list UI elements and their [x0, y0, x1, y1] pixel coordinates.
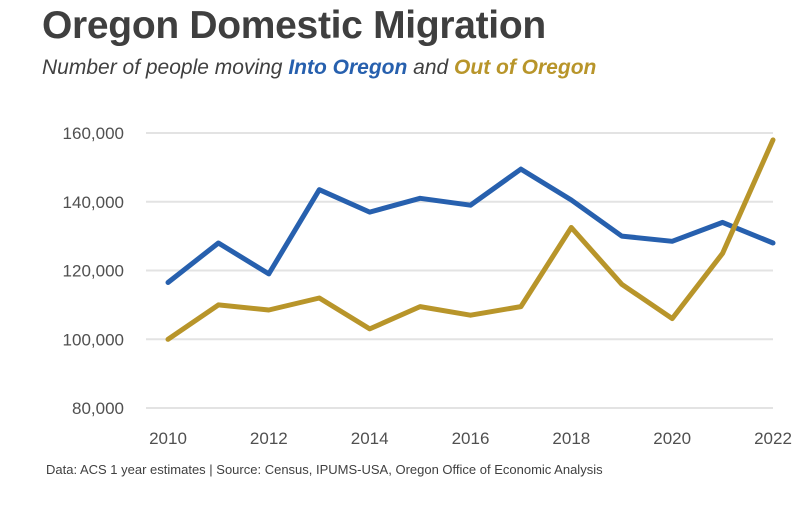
y-tick-label: 120,000 [63, 262, 124, 281]
y-tick-label: 140,000 [63, 193, 124, 212]
x-tick-label: 2014 [351, 429, 389, 448]
x-axis-ticks: 2010 2012 2014 2016 2018 2020 2022 [149, 429, 792, 448]
subtitle-into-label: Into Oregon [288, 56, 408, 79]
subtitle-mid: and [407, 56, 455, 79]
chart-title: Oregon Domestic Migration [42, 4, 546, 47]
gridlines [146, 132, 773, 409]
x-tick-label: 2012 [250, 429, 288, 448]
y-tick-label: 80,000 [72, 399, 124, 418]
chart-subtitle: Number of people moving Into Oregon and … [42, 56, 596, 80]
y-tick-label: 160,000 [63, 124, 124, 143]
subtitle-prefix: Number of people moving [42, 56, 289, 79]
x-tick-label: 2016 [452, 429, 490, 448]
series-lines [165, 137, 776, 342]
x-tick-label: 2020 [653, 429, 691, 448]
y-tick-label: 100,000 [63, 330, 124, 349]
subtitle-out-label: Out of Oregon [454, 56, 597, 79]
series-line [165, 137, 776, 342]
x-tick-label: 2010 [149, 429, 187, 448]
source-note: Data: ACS 1 year estimates | Source: Cen… [46, 462, 603, 477]
x-tick-label: 2018 [552, 429, 590, 448]
series-line [165, 166, 776, 285]
y-axis-ticks: 80,000 100,000 120,000 140,000 160,000 [63, 124, 124, 418]
x-tick-label: 2022 [754, 429, 792, 448]
